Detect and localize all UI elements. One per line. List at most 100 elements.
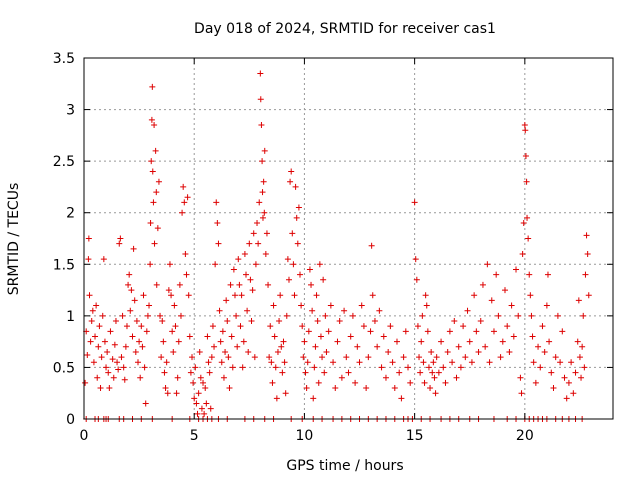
data-point xyxy=(98,354,105,361)
data-point xyxy=(427,385,434,392)
data-point xyxy=(295,204,302,211)
data-point xyxy=(510,333,517,340)
data-point xyxy=(126,271,133,278)
data-point xyxy=(532,379,539,386)
data-point xyxy=(252,261,259,268)
data-point xyxy=(543,302,550,309)
data-point xyxy=(251,354,258,361)
data-point xyxy=(521,122,528,129)
data-point xyxy=(149,83,156,90)
data-point xyxy=(310,395,317,402)
data-point xyxy=(85,235,92,242)
data-point xyxy=(419,312,426,319)
data-point xyxy=(212,261,219,268)
data-point xyxy=(311,364,318,371)
data-point xyxy=(277,292,284,299)
data-point xyxy=(257,96,264,103)
data-point xyxy=(320,276,327,283)
data-point xyxy=(523,178,530,185)
data-point xyxy=(554,312,561,319)
data-point xyxy=(104,348,111,355)
data-point xyxy=(229,364,236,371)
data-point xyxy=(136,338,143,345)
data-point xyxy=(407,379,414,386)
data-point xyxy=(291,292,298,299)
x-tick-label: 15 xyxy=(406,428,424,444)
data-point xyxy=(336,318,343,325)
data-point xyxy=(493,271,500,278)
data-point xyxy=(226,385,233,392)
data-point xyxy=(176,281,183,288)
data-point xyxy=(482,343,489,350)
data-point xyxy=(317,333,324,340)
data-point xyxy=(175,338,182,345)
data-point xyxy=(281,359,288,366)
data-point xyxy=(387,323,394,330)
data-point xyxy=(257,70,264,77)
data-point xyxy=(528,312,535,319)
data-point xyxy=(239,364,246,371)
data-point xyxy=(578,374,585,381)
data-point xyxy=(247,276,254,283)
data-point xyxy=(431,374,438,381)
data-point xyxy=(223,297,230,304)
data-point xyxy=(559,328,566,335)
data-point xyxy=(179,209,186,216)
data-point xyxy=(574,338,581,345)
data-point xyxy=(169,328,176,335)
data-point xyxy=(159,318,166,325)
data-point xyxy=(400,354,407,361)
data-point xyxy=(438,338,445,345)
data-point xyxy=(146,302,153,309)
data-point xyxy=(308,281,315,288)
data-point xyxy=(338,374,345,381)
data-point xyxy=(216,307,223,314)
data-point xyxy=(527,292,534,299)
data-point xyxy=(209,323,216,330)
data-point xyxy=(128,287,135,294)
data-point xyxy=(356,359,363,366)
data-point xyxy=(161,369,168,376)
data-point xyxy=(139,343,146,350)
data-point xyxy=(550,385,557,392)
y-tick-label: 3 xyxy=(66,103,75,119)
data-point xyxy=(129,333,136,340)
data-point xyxy=(561,374,568,381)
data-point xyxy=(211,343,218,350)
data-point xyxy=(152,147,159,154)
data-point xyxy=(466,338,473,345)
data-point xyxy=(194,410,201,417)
data-point xyxy=(99,312,106,319)
data-point xyxy=(428,348,435,355)
data-point xyxy=(290,261,297,268)
data-point xyxy=(432,390,439,397)
data-point xyxy=(191,395,198,402)
data-point xyxy=(579,343,586,350)
data-point xyxy=(262,250,269,257)
data-point xyxy=(182,250,189,257)
data-point xyxy=(287,178,294,185)
data-point xyxy=(164,390,171,397)
data-point xyxy=(151,240,158,247)
data-point xyxy=(201,410,208,417)
data-point xyxy=(101,338,108,345)
data-point xyxy=(259,214,266,221)
data-point xyxy=(197,374,204,381)
data-point xyxy=(147,261,154,268)
data-point xyxy=(539,323,546,330)
data-point xyxy=(219,328,226,335)
data-point xyxy=(453,374,460,381)
data-point xyxy=(363,385,370,392)
data-point xyxy=(486,359,493,366)
data-point xyxy=(135,359,142,366)
data-point xyxy=(97,385,104,392)
data-point xyxy=(140,292,147,299)
data-point xyxy=(260,178,267,185)
data-point xyxy=(204,333,211,340)
data-point xyxy=(261,147,268,154)
data-point xyxy=(323,348,330,355)
data-point xyxy=(94,374,101,381)
data-point xyxy=(150,199,157,206)
data-point xyxy=(297,271,304,278)
y-axis-label: SRMTID / TECUs xyxy=(6,183,22,296)
